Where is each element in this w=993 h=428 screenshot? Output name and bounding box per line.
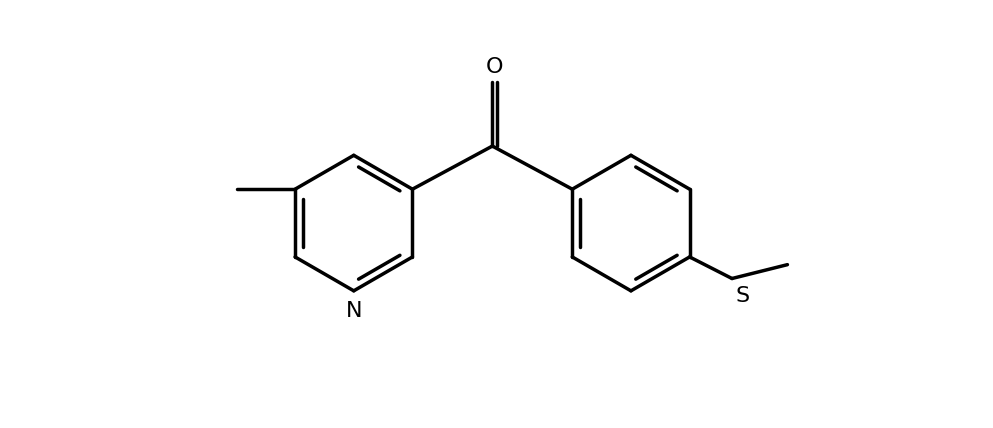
Text: S: S xyxy=(735,286,749,306)
Text: N: N xyxy=(346,301,362,321)
Text: O: O xyxy=(486,57,503,77)
